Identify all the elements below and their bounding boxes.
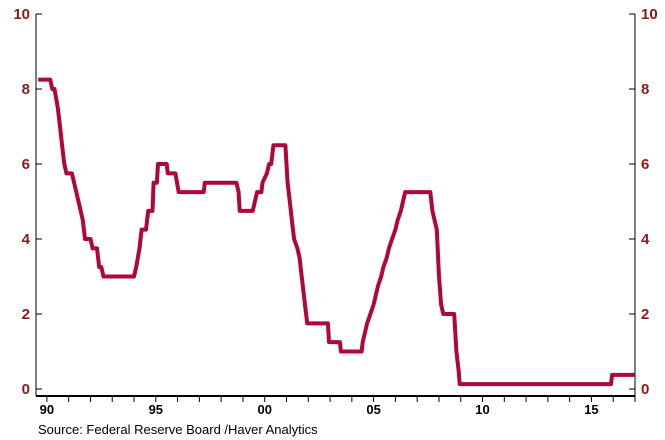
x-tick-label-10: 10 [475, 402, 489, 417]
y-axis-ticks: 0 0 2 2 4 4 6 6 8 8 10 10 [13, 6, 657, 398]
x-tick-label-95: 95 [149, 402, 163, 417]
series-layer [38, 80, 635, 385]
y-tick-label-right-0: 0 [641, 381, 649, 398]
x-axis-ticks: 90 95 00 05 10 15 [40, 396, 635, 417]
x-tick-label-15: 15 [584, 402, 598, 417]
x-tick-label-05: 05 [366, 402, 380, 417]
y-tick-label-right-8: 8 [641, 81, 649, 98]
y-tick-label-right-6: 6 [641, 156, 649, 173]
y-tick-label-left-2: 2 [22, 306, 30, 323]
y-tick-label-right-10: 10 [641, 6, 658, 23]
x-tick-label-00: 00 [257, 402, 271, 417]
y-tick-label-left-8: 8 [22, 81, 30, 98]
y-tick-label-left-0: 0 [22, 381, 30, 398]
y-tick-label-left-4: 4 [22, 231, 31, 248]
y-tick-label-left-10: 10 [13, 6, 30, 23]
plot-frame [36, 14, 635, 396]
y-tick-label-right-4: 4 [641, 231, 650, 248]
series-line-0 [38, 80, 635, 385]
y-tick-label-right-2: 2 [641, 306, 649, 323]
source-note: Source: Federal Reserve Board /Haver Ana… [38, 422, 318, 437]
x-tick-label-90: 90 [40, 402, 54, 417]
y-tick-label-left-6: 6 [22, 156, 30, 173]
